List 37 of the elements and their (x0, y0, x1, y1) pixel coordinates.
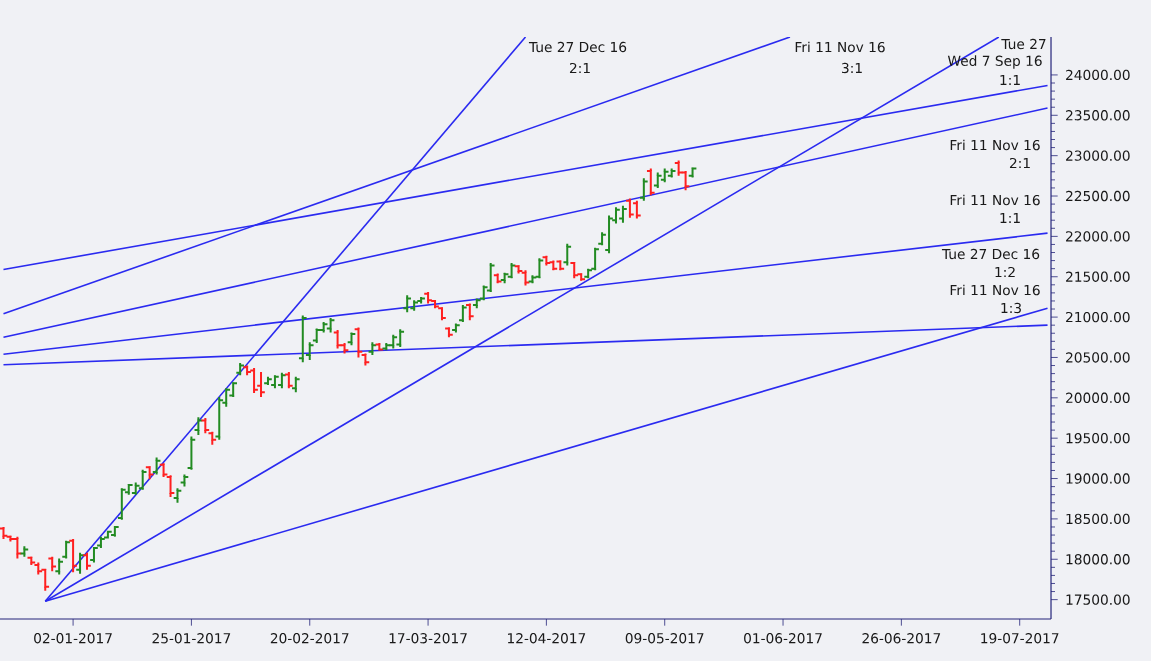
x-tick-label: 20-02-2017 (270, 633, 349, 644)
x-tick-label: 19-07-2017 (981, 633, 1059, 644)
y-tick-label: 18500.00 (1066, 513, 1130, 525)
y-tick-label: 22500.00 (1066, 190, 1130, 202)
y-tick-label: 21500.00 (1066, 271, 1130, 282)
annotation: 1:3 (1001, 302, 1021, 314)
x-tick-label: 25-01-2017 (152, 633, 231, 644)
x-tick-label: 01-06-2017 (744, 633, 822, 644)
y-tick-label: 24000.00 (1066, 69, 1130, 81)
y-tick-label: 19000.00 (1066, 473, 1130, 484)
annotation: Tue 27 Dec 16 (528, 41, 627, 53)
y-tick-label: 23000.00 (1066, 150, 1130, 161)
annotation: Tue 27 Dec 16 (941, 248, 1040, 260)
annotation: 3:1 (842, 62, 862, 74)
y-tick-label: 18000.00 (1066, 554, 1130, 565)
y-tick-label: 22000.00 (1066, 231, 1130, 242)
annotation: Tue 27 (1001, 38, 1046, 50)
x-tick-label: 26-06-2017 (862, 633, 941, 644)
annotation: 1:2 (995, 266, 1015, 278)
annotation: Fri 11 Nov 16 (795, 41, 885, 53)
annotation: Fri 11 Nov 16 (950, 194, 1040, 206)
y-tick-label: 19500.00 (1066, 432, 1130, 444)
annotation: 1:1 (1000, 74, 1020, 85)
x-tick-label: 17-03-2017 (389, 633, 467, 644)
x-tick-label: 09-05-2017 (625, 633, 704, 644)
y-tick-label: 23500.00 (1066, 110, 1130, 121)
y-tick-label: 20500.00 (1066, 352, 1130, 363)
y-tick-label: 21000.00 (1066, 311, 1130, 323)
annotation: Fri 11 Nov 16 (950, 139, 1040, 151)
annotation: 2:1 (1009, 157, 1030, 169)
annotation: Fri 11 Nov 16 (950, 284, 1040, 296)
annotation: 1:1 (1000, 212, 1020, 223)
x-tick-label: 12-04-2017 (507, 633, 586, 644)
y-tick-label: 20000.00 (1066, 392, 1130, 404)
y-tick-label: 17500.00 (1066, 594, 1130, 605)
x-tick-label: 02-01-2017 (34, 633, 112, 644)
annotation: 2:1 (569, 62, 590, 74)
